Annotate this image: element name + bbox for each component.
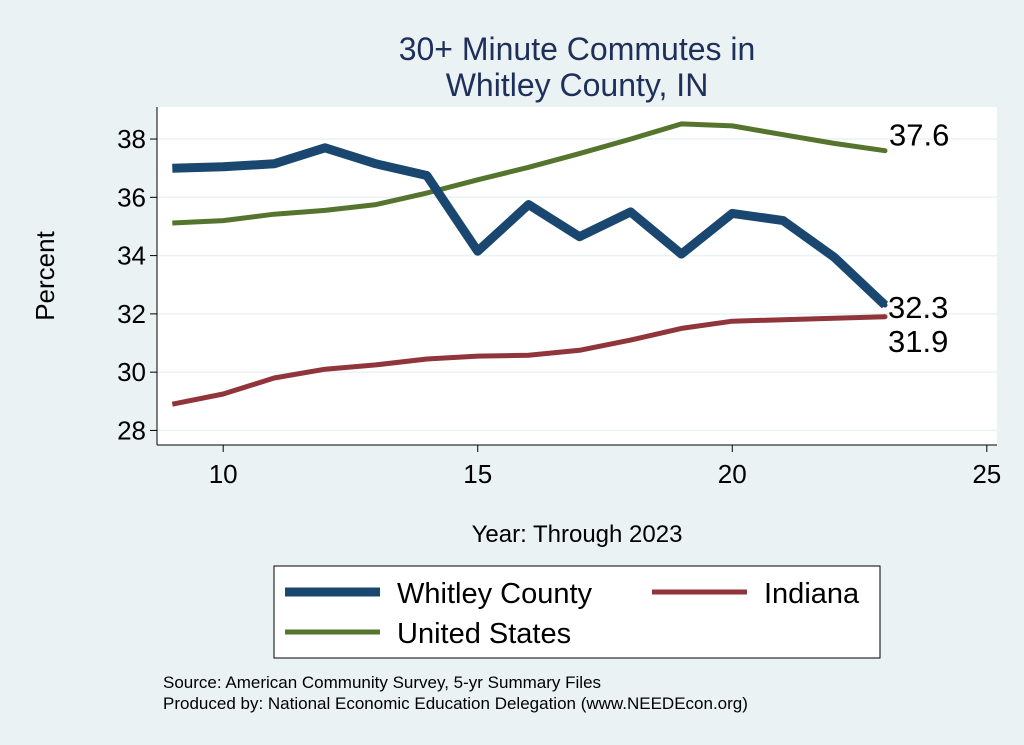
end-point-indiana (882, 314, 888, 320)
series-line-whitley-county (172, 143, 889, 309)
y-tick-label-34: 34 (117, 241, 146, 271)
end-label-indiana: 31.9 (888, 324, 948, 359)
y-tick-label-32: 32 (117, 299, 146, 329)
y-axis-title: Percent (30, 230, 60, 320)
x-axis-title: Year: Through 2023 (472, 521, 683, 548)
legend-box (273, 565, 881, 659)
legend-label-indiana: Indiana (764, 578, 860, 610)
y-tick-label-38: 38 (117, 124, 146, 154)
end-label-whitley-county: 32.3 (888, 290, 948, 325)
series-line-united-states (172, 121, 886, 226)
source-note: Source: American Community Survey, 5-yr … (163, 673, 601, 692)
x-tick-label-15: 15 (463, 459, 492, 489)
x-tick-label-10: 10 (209, 459, 238, 489)
y-ticks: 28 30 32 34 36 38 (117, 124, 157, 445)
end-labels: 32.331.9 37.6 (882, 118, 949, 359)
x-ticks: 10 15 20 25 (209, 445, 1001, 489)
chart-title-line-2: Whitley County, IN (446, 67, 709, 103)
legend-label-whitley-county: Whitley County (397, 578, 593, 610)
producer-note: Produced by: National Economic Education… (163, 694, 748, 713)
x-tick-label-20: 20 (718, 459, 747, 489)
end-label-united-states: 37.6 (889, 118, 949, 153)
series-line-indiana (171, 314, 886, 407)
y-tick-label-30: 30 (117, 357, 146, 387)
x-tick-label-25: 25 (972, 459, 1001, 489)
y-tick-label-36: 36 (117, 182, 146, 212)
end-point-united-states (882, 148, 888, 154)
end-point-whitley-county (882, 302, 888, 308)
chart-title-line-1: 30+ Minute Commutes in (399, 31, 756, 67)
legend: Whitley County Indiana United States (273, 565, 881, 659)
legend-label-united-states: United States (397, 618, 571, 650)
series-lines (171, 121, 889, 407)
y-tick-label-28: 28 (117, 415, 146, 445)
